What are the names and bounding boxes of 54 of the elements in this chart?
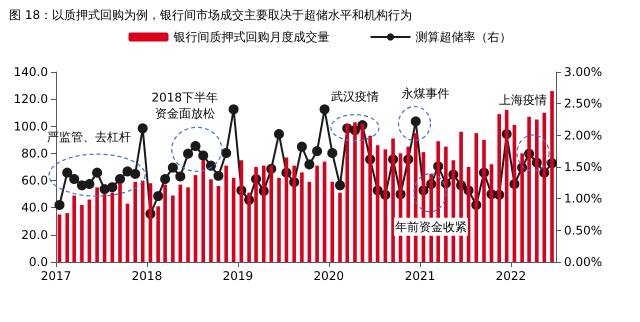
y-tick-label: 0.0 [28,255,48,269]
y-tick-label: 20.0 [21,228,48,242]
bar [133,182,138,262]
y2-tick-label: 1.00% [564,192,602,206]
legend-label: 测算超储率（右） [416,30,512,44]
x-tick-label: 2019 [222,269,254,283]
bar [58,214,62,262]
y-tick-label: 120.0 [14,92,48,106]
bar [72,196,76,262]
annotation: 年前资金收紧 [394,220,467,234]
x-tick-label: 2017 [40,269,72,283]
annotation: 上海疫情 [499,93,547,107]
y2-tick-label: 2.50% [564,96,602,111]
bar [232,178,236,262]
y-tick-label: 80.0 [21,146,48,160]
bar [126,204,130,262]
bar [80,205,84,262]
y-tick-label: 100.0 [14,119,48,134]
bar [300,172,304,262]
bar [322,162,326,262]
x-tick-label: 2022 [496,269,526,283]
bar [88,200,92,262]
bar [95,187,99,262]
y2-tick-label: 1.50% [564,160,602,174]
bar [178,184,182,262]
bar [171,196,175,262]
bar [338,192,342,262]
bar [65,213,70,262]
y2-tick-label: 0.00% [564,255,602,269]
bar [216,186,220,262]
y2-tick-label: 2.00% [564,128,602,142]
legend-label: 银行间质押式回购月度成交量 [172,30,330,44]
bar [330,182,334,262]
bar [277,178,281,262]
bar [315,166,319,262]
bar [308,182,312,262]
bar [140,180,144,262]
chart-title: 图 18：以质押式回购为例，银行间市场成交主要取决于超储水平和机构行为 [9,8,412,22]
bar [209,179,213,262]
x-tick-label: 2021 [404,269,436,283]
y2-tick-label: 0.50% [564,223,602,238]
x-tick-label: 2018 [132,269,162,283]
bar [224,166,228,262]
bar [194,175,198,262]
annotation: 2018下半年资金面放松 [151,90,218,120]
y-tick-label: 140.0 [14,65,48,79]
annotation: 永煤事件 [401,86,450,101]
y-tick-label: 60.0 [21,174,48,188]
y-tick-label: 40.0 [21,200,48,215]
bar [186,187,190,262]
bar [156,206,160,262]
y2-tick-label: 3.00% [564,65,602,79]
annotation: 武汉疫情 [330,90,379,104]
x-tick-label: 2020 [314,269,344,283]
